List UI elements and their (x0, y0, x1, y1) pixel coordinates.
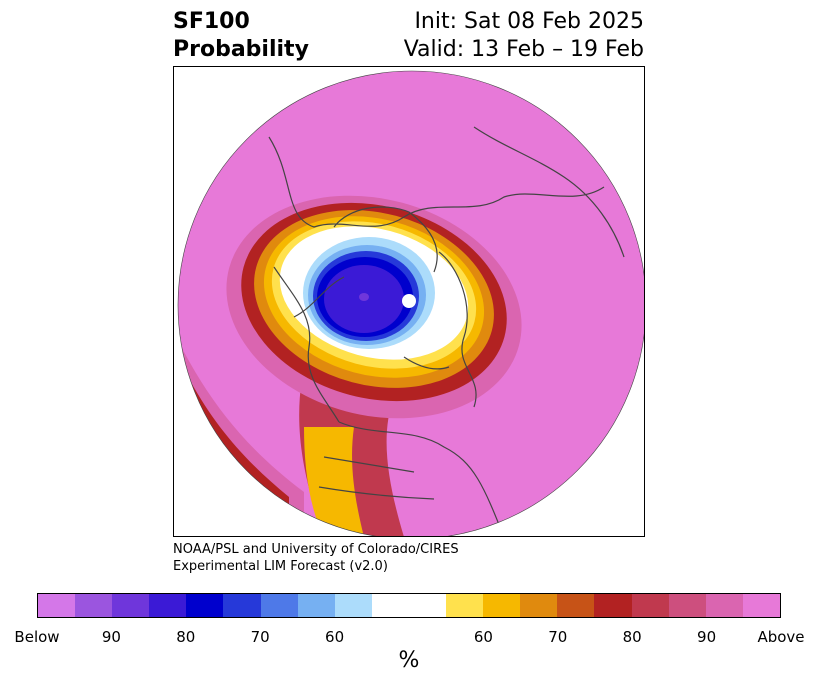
colorbar-tick-label: 90 (697, 628, 717, 646)
map-canvas (177, 70, 644, 536)
forecast-map (173, 66, 645, 537)
colorbar-tick-label: 90 (101, 628, 121, 646)
coastlines (268, 126, 625, 536)
colorbar-tick-label: Above (757, 628, 805, 646)
colorbar-unit: % (398, 648, 420, 673)
init-date: Init: Sat 08 Feb 2025 (414, 9, 644, 34)
colorbar-segment (742, 594, 780, 617)
colorbar-segment (149, 594, 187, 617)
colorbar-tick-label: 80 (176, 628, 196, 646)
colorbar-segment (334, 594, 372, 617)
valid-range: Valid: 13 Feb – 19 Feb (403, 37, 644, 62)
colorbar-tick-label: 70 (548, 628, 568, 646)
credit-line-1: NOAA/PSL and University of Colorado/CIRE… (173, 542, 459, 557)
probability-field (178, 71, 644, 536)
colorbar-segment (483, 594, 521, 617)
date-info: Init: Sat 08 Feb 2025 Valid: 13 Feb – 19… (404, 8, 644, 64)
pole-hole (402, 294, 416, 308)
colorbar-segment (631, 594, 669, 617)
colorbar-tick-label: 60 (473, 628, 493, 646)
colorbar-segment (223, 594, 261, 617)
colorbar-segment (186, 594, 224, 617)
colorbar-tick-label: 80 (622, 628, 642, 646)
field-band (304, 427, 364, 536)
field-band (359, 293, 369, 301)
colorbar-tick-label: 60 (325, 628, 345, 646)
colorbar-segment (371, 594, 447, 617)
colorbar-tick-label: Below (14, 628, 60, 646)
map-boundary (177, 70, 644, 536)
colorbar-segment (446, 594, 484, 617)
colorbar-segment (297, 594, 335, 617)
colorbar-segment (112, 594, 150, 617)
chart-title-block: SF100 Probability (173, 8, 309, 64)
variable-name: SF100 (173, 9, 250, 34)
colorbar-segment (557, 594, 595, 617)
colorbar (37, 593, 781, 618)
colorbar-segment (75, 594, 113, 617)
colorbar-segment (705, 594, 743, 617)
credit-text: NOAA/PSL and University of Colorado/CIRE… (173, 541, 459, 575)
colorbar-segment (520, 594, 558, 617)
credit-line-2: Experimental LIM Forecast (v2.0) (173, 559, 388, 574)
colorbar-segment (260, 594, 298, 617)
colorbar-segment (594, 594, 632, 617)
field-name: Probability (173, 37, 309, 62)
colorbar-segment (38, 594, 76, 617)
colorbar-tick-label: 70 (250, 628, 270, 646)
colorbar-segment (668, 594, 706, 617)
